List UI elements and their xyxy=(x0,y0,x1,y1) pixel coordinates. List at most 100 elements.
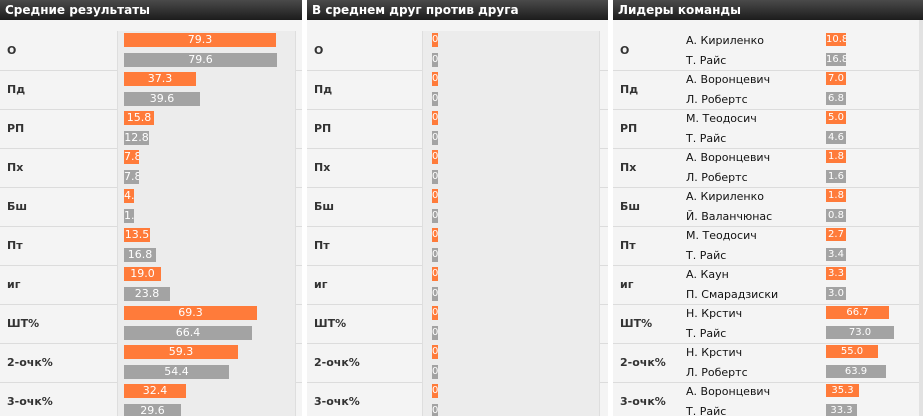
stat-label: Пх xyxy=(314,161,331,174)
leader-player-name: А. Кириленко xyxy=(686,34,764,47)
leader-bar: 2.7 xyxy=(826,228,846,241)
bar-cell: 32.4 29.6 xyxy=(117,382,296,416)
team-b-bar: 0 xyxy=(432,404,438,416)
team-a-bar: 0 xyxy=(432,111,438,125)
stat-label: Бш xyxy=(7,200,28,213)
team-a-bar: 32.4 xyxy=(124,384,186,398)
bar-cell: 69.3 66.4 xyxy=(117,304,296,343)
team-b-bar: 0 xyxy=(432,248,438,262)
head-to-head-panel: В среднем друг против друга О 0 0 Пд 0 0 РП 0 0 П… xyxy=(307,0,608,416)
opponent-bar: 6.8 xyxy=(826,92,846,105)
opponent-player-name: Л. Робертс xyxy=(686,93,748,106)
opponent-player-name: Т. Райс xyxy=(686,405,727,416)
stat-row: ШТ% 69.3 66.4 xyxy=(0,304,302,344)
opponent-bar: 4.6 xyxy=(826,131,846,144)
stat-label: РП xyxy=(7,122,25,135)
stat-label: РП xyxy=(620,122,638,135)
opponent-player-name: Т. Райс xyxy=(686,327,727,340)
stat-row: иг А. Каун 3.3 П. Смарадзиски 3.0 xyxy=(613,265,923,305)
opponent-player-name: Т. Райс xyxy=(686,54,727,67)
opponent-bar: 3.4 xyxy=(826,248,846,261)
stat-row: Пд 37.3 39.6 xyxy=(0,70,302,110)
opponent-player-name: Т. Райс xyxy=(686,249,727,262)
bar-cell: 15.8 12.8 xyxy=(117,109,296,148)
team-a-bar: 0 xyxy=(432,345,438,359)
bar-cell: 19.0 23.8 xyxy=(117,265,296,304)
opponent-bar: 73.0 xyxy=(826,326,894,339)
team-a-bar: 15.8 xyxy=(124,111,154,125)
stat-label: иг xyxy=(314,278,328,291)
team-a-bar: 0 xyxy=(432,33,438,47)
opponent-player-name: Л. Робертс xyxy=(686,366,748,379)
stat-row: Бш А. Кириленко 1.8 Й. Валанчюнас 0.8 xyxy=(613,187,923,227)
stat-row: О 79.3 79.6 xyxy=(0,31,302,71)
team-a-bar: 19.0 xyxy=(124,267,161,281)
team-b-bar: 79.6 xyxy=(124,53,277,67)
team-a-bar: 37.3 xyxy=(124,72,196,86)
team-a-bar: 0 xyxy=(432,150,438,164)
stat-row: РП 15.8 12.8 xyxy=(0,109,302,149)
stat-label: 3-очк% xyxy=(314,395,360,408)
opponent-bar: 16.8 xyxy=(826,53,846,66)
averages-panel-title: Средние результаты xyxy=(0,0,302,20)
team-a-bar: 79.3 xyxy=(124,33,276,47)
team-a-bar: 0 xyxy=(432,228,438,242)
bar-cell: 37.3 39.6 xyxy=(117,70,296,109)
stat-row: РП М. Теодосич 5.0 Т. Райс 4.6 xyxy=(613,109,923,149)
stat-label: ШТ% xyxy=(7,317,40,330)
leader-player-name: А. Воронцевич xyxy=(686,151,771,164)
leader-bar: 66.7 xyxy=(826,306,889,319)
team-b-bar: 23.8 xyxy=(124,287,170,301)
stat-label: Пт xyxy=(7,239,23,252)
stat-label: 3-очк% xyxy=(620,395,666,408)
stat-row: Пт 13.5 16.8 xyxy=(0,226,302,266)
team-a-bar: 0 xyxy=(432,384,438,398)
team-b-bar: 39.6 xyxy=(124,92,200,106)
team-a-bar: 0 xyxy=(432,267,438,281)
stat-row: Пх 0 0 xyxy=(307,148,608,188)
leader-player-name: Н. Крстич xyxy=(686,346,743,359)
team-b-bar: 0 xyxy=(432,326,438,340)
stat-row: 2-очк% 59.3 54.4 xyxy=(0,343,302,383)
stat-label: иг xyxy=(620,278,634,291)
team-b-bar: 54.4 xyxy=(124,365,229,379)
team-b-bar: 7.8 xyxy=(124,170,139,184)
team-a-bar: 7.8 xyxy=(124,150,139,164)
team-b-bar: 12.8 xyxy=(124,131,149,145)
stat-row: Пд 0 0 xyxy=(307,70,608,110)
stat-row: ШТ% 0 0 xyxy=(307,304,608,344)
stat-label: Бш xyxy=(314,200,335,213)
leaders-panel-title: Лидеры команды xyxy=(613,0,923,20)
leader-bar: 1.8 xyxy=(826,189,846,202)
stat-label: Бш xyxy=(620,200,641,213)
leader-player-name: А. Каун xyxy=(686,268,729,281)
stat-row: 2-очк% Н. Крстич 55.0 Л. Робертс 63.9 xyxy=(613,343,923,383)
stat-label: РП xyxy=(314,122,332,135)
opponent-player-name: Т. Райс xyxy=(686,132,727,145)
stat-row: Бш 0 0 xyxy=(307,187,608,227)
team-b-bar: 0 xyxy=(432,131,438,145)
stat-row: Пд А. Воронцевич 7.0 Л. Робертс 6.8 xyxy=(613,70,923,110)
team-a-bar: 13.5 xyxy=(124,228,150,242)
stat-row: Пт М. Теодосич 2.7 Т. Райс 3.4 xyxy=(613,226,923,266)
team-a-bar: 0 xyxy=(432,189,438,203)
opponent-bar: 33.3 xyxy=(826,404,857,416)
stat-label: О xyxy=(620,44,630,57)
team-b-bar: 0 xyxy=(432,92,438,106)
stat-row: О А. Кириленко 10.8 Т. Райс 16.8 xyxy=(613,31,923,71)
scrollbar-track[interactable] xyxy=(919,20,923,416)
stat-label: иг xyxy=(7,278,21,291)
leader-bar: 10.8 xyxy=(826,33,846,46)
stat-row: ШТ% Н. Крстич 66.7 Т. Райс 73.0 xyxy=(613,304,923,344)
team-a-bar: 0 xyxy=(432,72,438,86)
team-b-bar: 0 xyxy=(432,287,438,301)
stat-row: иг 19.0 23.8 xyxy=(0,265,302,305)
stat-label: ШТ% xyxy=(620,317,653,330)
leader-bar: 5.0 xyxy=(826,111,846,124)
stat-label: Пд xyxy=(314,83,333,96)
